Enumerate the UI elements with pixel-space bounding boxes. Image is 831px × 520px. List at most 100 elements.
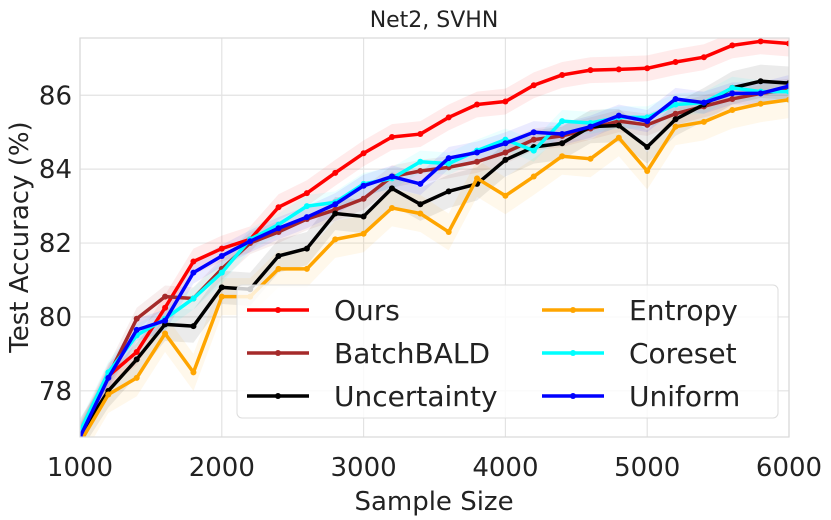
data-point-uniform <box>388 173 395 180</box>
data-point-coreset <box>218 269 225 276</box>
y-tick-label: 80 <box>39 303 72 333</box>
data-point-batchbald <box>417 168 424 174</box>
data-point-uncertainty <box>133 356 140 363</box>
x-tick-label: 2000 <box>189 453 255 483</box>
data-point-ours <box>275 204 282 211</box>
data-point-ours <box>218 245 225 252</box>
data-point-entropy <box>615 134 622 141</box>
data-point-coreset <box>417 158 424 165</box>
data-point-uniform <box>786 83 789 90</box>
legend-marker <box>570 393 576 399</box>
data-point-entropy <box>786 96 789 103</box>
data-point-uniform <box>757 90 764 97</box>
data-point-uniform <box>672 95 679 102</box>
data-point-ours <box>672 59 679 66</box>
data-point-uniform <box>332 201 339 208</box>
y-tick-label: 78 <box>39 377 72 407</box>
legend-label: Uncertainty <box>334 380 498 413</box>
data-point-batchbald <box>530 136 537 143</box>
data-point-entropy <box>190 369 197 376</box>
data-point-uniform <box>700 99 707 106</box>
data-point-coreset <box>530 147 537 154</box>
data-point-uncertainty <box>360 213 367 220</box>
data-point-uncertainty <box>417 201 424 208</box>
data-point-ours <box>530 82 537 89</box>
data-point-uniform <box>530 129 537 136</box>
data-point-uncertainty <box>559 140 566 147</box>
band-ours <box>80 38 789 437</box>
data-point-ours <box>729 42 736 49</box>
data-point-uncertainty <box>218 284 225 291</box>
y-tick-label: 86 <box>39 81 72 111</box>
data-point-ours <box>445 114 452 121</box>
data-point-entropy <box>587 155 594 162</box>
data-point-entropy <box>729 107 736 114</box>
legend-label: Coreset <box>629 337 737 370</box>
data-point-uniform <box>275 225 282 232</box>
data-point-uniform <box>644 118 651 125</box>
data-point-entropy <box>644 168 651 174</box>
x-axis-label: Sample Size <box>354 487 513 517</box>
data-point-uniform <box>190 269 197 276</box>
data-point-uncertainty <box>672 116 679 123</box>
data-point-uniform <box>559 131 566 138</box>
data-point-uncertainty <box>615 122 622 129</box>
data-point-entropy <box>757 100 764 107</box>
data-point-coreset <box>190 295 197 302</box>
data-point-uniform <box>105 374 112 381</box>
data-point-ours <box>700 54 707 61</box>
series-line-coreset <box>80 86 789 433</box>
data-point-ours <box>644 65 651 72</box>
data-point-coreset <box>786 88 789 95</box>
data-point-entropy <box>133 374 140 381</box>
data-point-uncertainty <box>502 156 509 163</box>
chart-title: Net2, SVHN <box>370 8 499 33</box>
data-point-entropy <box>218 293 225 300</box>
data-point-entropy <box>275 265 282 272</box>
data-point-ours <box>133 349 140 356</box>
data-point-ours <box>388 134 395 141</box>
data-point-uncertainty <box>275 252 282 259</box>
data-point-uncertainty <box>388 185 395 192</box>
x-tick-labels: 1000 2000 3000 4000 5000 6000 <box>47 453 822 483</box>
data-point-uniform <box>162 317 169 324</box>
data-point-uniform <box>502 140 509 147</box>
data-point-batchbald <box>360 195 367 202</box>
data-point-ours <box>757 38 764 45</box>
data-point-uniform <box>474 149 481 156</box>
data-point-uncertainty <box>757 78 764 85</box>
data-point-ours <box>587 67 594 74</box>
data-point-entropy <box>332 236 339 243</box>
data-point-uncertainty <box>445 188 452 195</box>
data-point-entropy <box>474 175 481 182</box>
legend-marker <box>275 393 281 399</box>
data-point-batchbald <box>133 315 140 322</box>
data-point-ours <box>162 304 169 311</box>
x-tick-label: 6000 <box>756 453 822 483</box>
data-point-uniform <box>303 214 310 221</box>
legend-marker <box>275 350 281 356</box>
data-point-uniform <box>133 326 140 333</box>
data-point-coreset <box>729 84 736 91</box>
data-point-ours <box>786 40 789 47</box>
data-point-ours <box>332 169 339 176</box>
data-point-ours <box>474 101 481 108</box>
series-line-entropy <box>81 97 789 437</box>
data-point-entropy <box>303 265 310 272</box>
y-axis-label: Test Accuracy (%) <box>5 121 35 353</box>
data-point-uniform <box>587 123 594 130</box>
series-line-uniform <box>80 84 789 437</box>
data-point-entropy <box>77 440 83 446</box>
x-tick-label: 4000 <box>472 453 538 483</box>
legend-label: BatchBALD <box>334 337 490 370</box>
data-point-entropy <box>162 330 169 337</box>
data-point-coreset <box>303 203 310 210</box>
data-point-uniform <box>729 90 736 97</box>
data-point-coreset <box>445 160 452 167</box>
x-tick-label: 5000 <box>614 453 680 483</box>
data-point-batchbald <box>474 158 481 165</box>
data-point-uncertainty <box>332 210 339 217</box>
x-tick-label: 1000 <box>47 453 113 483</box>
data-point-entropy <box>445 228 452 235</box>
